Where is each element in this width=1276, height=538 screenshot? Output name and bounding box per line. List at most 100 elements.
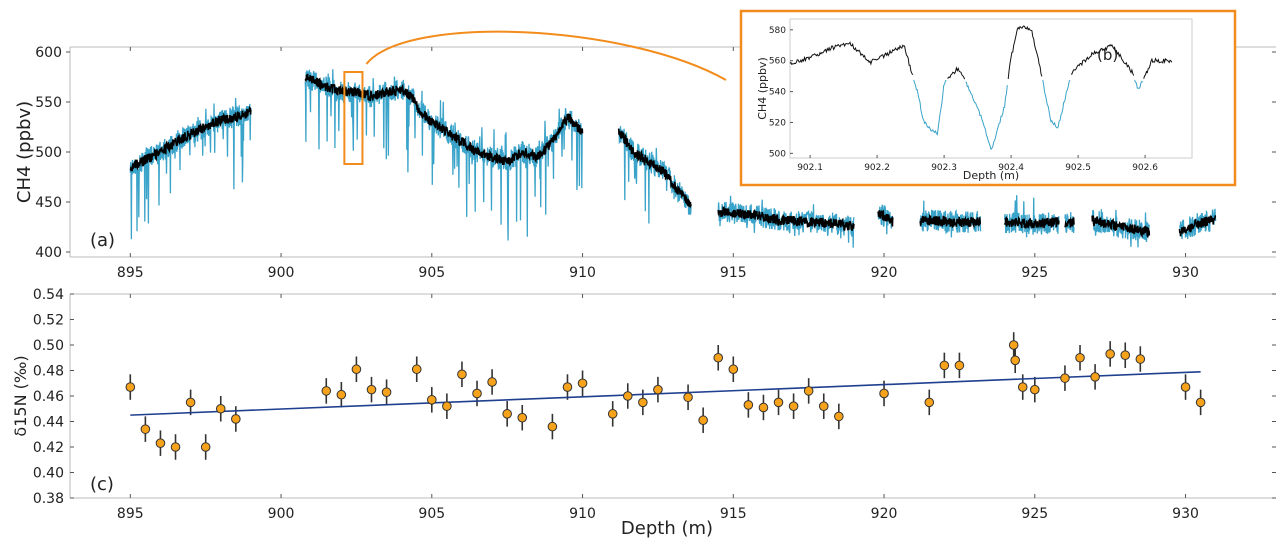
y-tick-label: 0.46 — [33, 389, 64, 405]
data-point — [1105, 349, 1115, 359]
data-point — [607, 409, 618, 419]
data-point — [818, 401, 829, 412]
data-point — [1010, 355, 1021, 366]
data-point — [472, 388, 482, 399]
inset-y-tick-label: 540 — [769, 88, 786, 98]
inset-series-smoothed — [789, 25, 1173, 80]
y-tick-label: 0.40 — [33, 466, 64, 482]
series-smoothed-segment — [304, 73, 418, 106]
x-tick-label: 900 — [268, 506, 295, 522]
data-point — [1075, 352, 1085, 363]
series-smoothed-segment — [617, 128, 692, 209]
data-point — [547, 421, 558, 432]
data-point — [1195, 397, 1206, 408]
x-tick-label: 905 — [418, 265, 445, 281]
series-raw-segment — [618, 126, 692, 224]
data-point — [728, 364, 739, 375]
y-tick-label: 400 — [35, 245, 62, 261]
x-tick-label: 930 — [1172, 265, 1199, 281]
series-smoothed-segment — [1091, 215, 1151, 239]
data-point — [924, 397, 935, 408]
series-raw-segment — [1003, 195, 1060, 238]
data-point — [638, 397, 648, 408]
data-point — [155, 438, 166, 448]
series-raw-segment — [304, 69, 418, 173]
data-point — [683, 392, 693, 403]
data-point — [954, 360, 965, 371]
data-point — [698, 415, 708, 426]
data-point — [231, 414, 241, 424]
x-tick-label: 895 — [117, 265, 144, 281]
x-tick-label: 915 — [720, 265, 747, 281]
data-point — [125, 382, 136, 392]
data-point — [502, 409, 512, 419]
series-smoothed-segment — [877, 209, 894, 227]
data-point — [1017, 382, 1028, 392]
inset-x-tick-label: 902.1 — [797, 163, 823, 173]
series-smoothed-segment — [1178, 214, 1217, 237]
data-point — [653, 384, 663, 395]
data-point — [427, 395, 437, 405]
data-point — [803, 386, 814, 396]
data-point — [411, 364, 422, 375]
data-point — [773, 397, 784, 408]
data-point — [834, 411, 844, 422]
data-point — [939, 360, 950, 371]
x-tick-label: 920 — [871, 265, 898, 281]
data-point — [713, 352, 724, 363]
data-point — [366, 384, 377, 395]
data-point — [1180, 382, 1191, 392]
inset-y-tick-label: 500 — [769, 149, 786, 159]
y-tick-label: 0.44 — [33, 415, 64, 431]
inset-x-tick-label: 902.4 — [998, 163, 1024, 173]
y-tick-label: 0.42 — [33, 440, 64, 456]
y-tick-label: 450 — [35, 195, 62, 211]
data-point — [758, 402, 769, 413]
x-tick-label: 895 — [117, 506, 144, 522]
zoom-connector — [365, 30, 727, 81]
x-axis-label: Depth (m) — [621, 518, 713, 538]
data-point — [185, 397, 196, 408]
data-point — [321, 386, 332, 396]
panel-c: 0.38 0.40 0.42 0.44 0.46 0.48 0.50 0.52 0.54 895 9… — [11, 287, 1276, 538]
x-tick-label: 930 — [1172, 506, 1199, 522]
data-point — [1090, 372, 1100, 382]
inset-frame — [739, 9, 1237, 187]
inset-y-tick-label: 520 — [769, 118, 786, 128]
data-point — [215, 403, 226, 414]
data-point — [487, 377, 497, 387]
data-point — [442, 401, 452, 412]
inset-x-tick-label: 902.5 — [1065, 163, 1091, 173]
panel-b: 500 520 540 560 580 902.1 902.2 902.3 902.4 902.5… — [739, 9, 1237, 187]
y-tick-label: 0.38 — [33, 491, 64, 507]
data-point — [879, 388, 889, 399]
panel-label: (a) — [90, 230, 115, 251]
data-point — [562, 382, 573, 392]
data-point — [743, 400, 754, 410]
data-point — [1008, 340, 1019, 350]
x-tick-label: 900 — [268, 265, 295, 281]
y-tick-label: 550 — [35, 95, 62, 111]
inset-series-raw — [913, 79, 1144, 151]
data-point — [1060, 373, 1070, 383]
y-tick-label: 0.52 — [33, 313, 64, 329]
y-tick-label: 500 — [35, 145, 62, 161]
data-point — [577, 378, 588, 389]
inset-y-tick-label: 580 — [769, 26, 786, 36]
series-raw-segment — [416, 90, 584, 241]
inset-x-tick-label: 902.6 — [1132, 163, 1158, 173]
series-smoothed-segment — [415, 101, 584, 167]
data-point — [140, 424, 151, 434]
data-point — [1030, 384, 1040, 395]
inset-x-tick-label: 902.2 — [864, 163, 890, 173]
inset-y-axis-label: CH4 (ppbv) — [756, 57, 769, 120]
x-tick-label: 925 — [1021, 265, 1048, 281]
y-axis-label: CH4 (ppbv) — [14, 101, 35, 203]
data-point — [1120, 350, 1131, 361]
x-tick-label: 910 — [569, 265, 596, 281]
trend-line — [130, 370, 1201, 416]
x-tick-label: 920 — [871, 506, 898, 522]
y-tick-label: 0.50 — [33, 338, 64, 354]
inset-x-tick-label: 902.3 — [931, 163, 957, 173]
